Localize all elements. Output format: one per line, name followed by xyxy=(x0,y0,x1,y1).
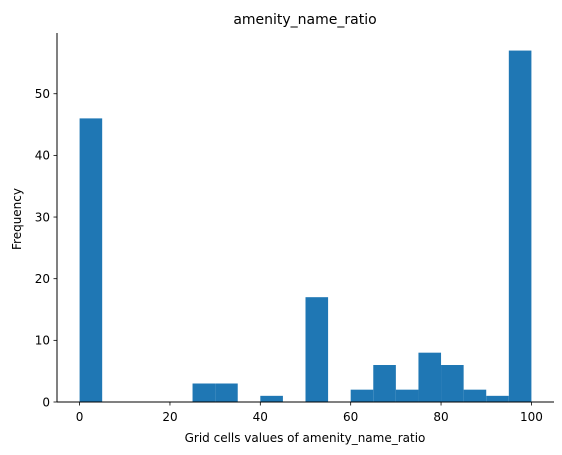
y-tick-label: 50 xyxy=(35,87,50,101)
histogram-bar-14 xyxy=(395,389,419,402)
y-tick-label: 30 xyxy=(35,210,50,224)
histogram-bar-12 xyxy=(350,389,374,402)
histogram-bar-19 xyxy=(508,50,532,402)
x-axis-label: Grid cells values of amenity_name_ratio xyxy=(185,431,426,445)
histogram-bar-10 xyxy=(305,297,329,402)
histogram-bar-18 xyxy=(486,395,509,402)
histogram-bar-6 xyxy=(215,383,238,402)
histogram-bar-8 xyxy=(260,395,283,402)
y-tick-label: 40 xyxy=(35,149,50,163)
y-axis-label: Frequency xyxy=(10,188,24,250)
y-tick-label: 20 xyxy=(35,272,50,286)
y-tick-label: 10 xyxy=(35,334,50,348)
x-tick-label: 80 xyxy=(433,410,448,424)
x-tick-label: 60 xyxy=(343,410,358,424)
histogram-bar-16 xyxy=(441,365,464,402)
y-tick-label: 0 xyxy=(42,395,50,409)
x-tick-label: 20 xyxy=(162,410,177,424)
x-tick-label: 40 xyxy=(253,410,268,424)
y-axis-ticks: 0 10 20 30 40 50 xyxy=(35,87,57,409)
chart-title: amenity_name_ratio xyxy=(233,12,376,28)
bars-group xyxy=(79,50,532,402)
histogram-bar-17 xyxy=(463,389,487,402)
histogram-bar-13 xyxy=(373,365,396,402)
histogram-bar-5 xyxy=(192,383,216,402)
x-axis-ticks: 0 20 40 60 80 100 xyxy=(76,402,543,424)
histogram-bar-15 xyxy=(418,352,442,402)
histogram-bar-0 xyxy=(79,118,103,402)
x-tick-label: 0 xyxy=(76,410,84,424)
x-tick-label: 100 xyxy=(520,410,543,424)
